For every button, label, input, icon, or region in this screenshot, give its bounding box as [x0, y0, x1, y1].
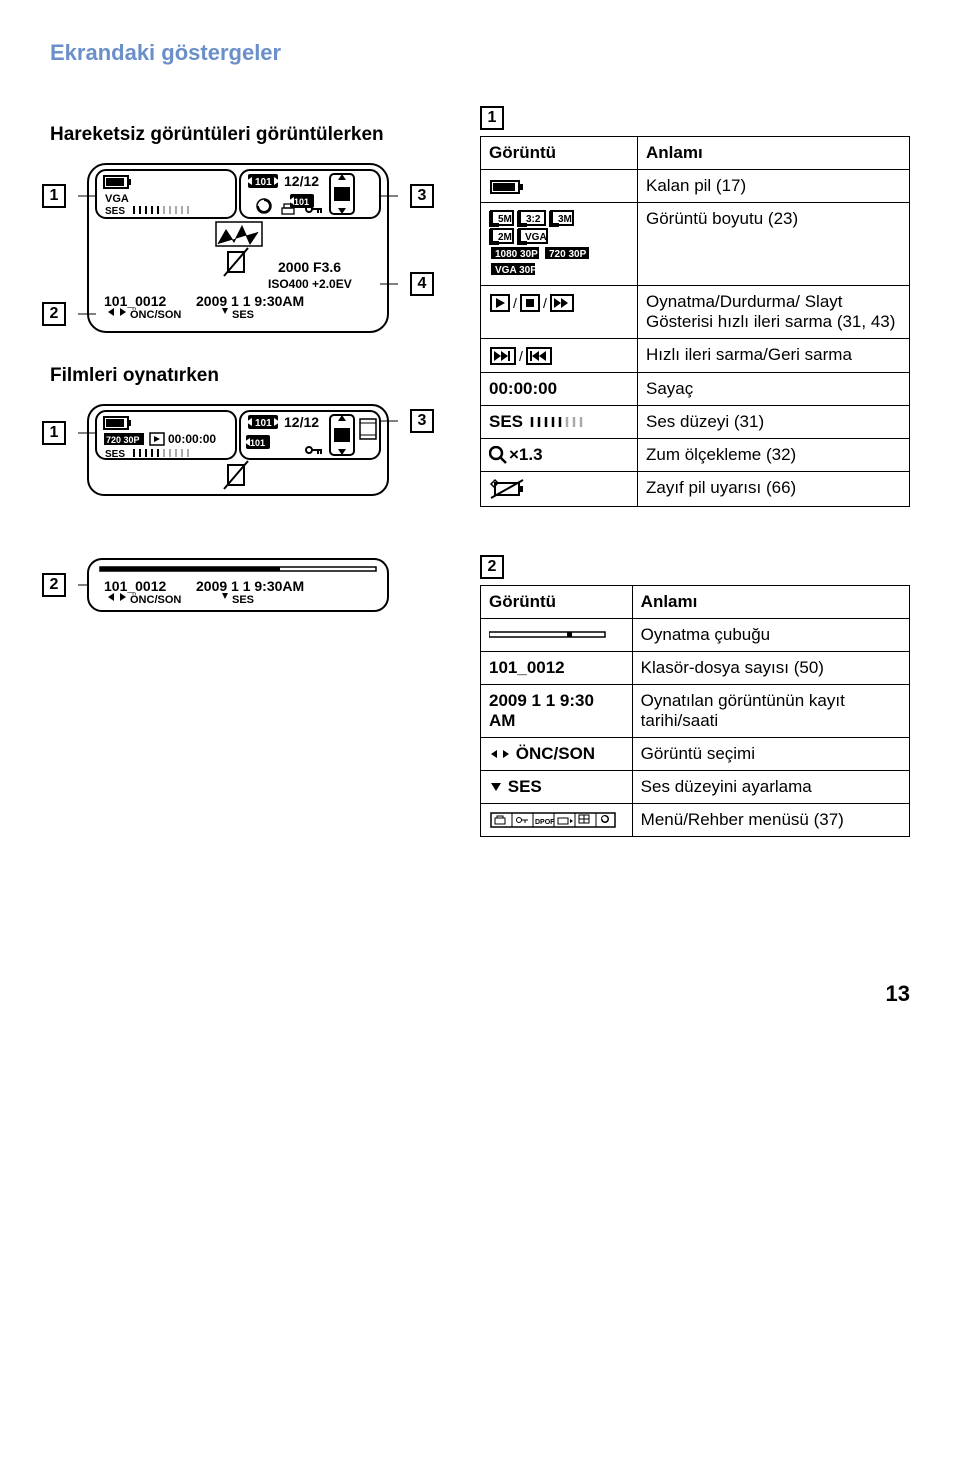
t2-r4-v: Ses düzeyini ayarlama	[632, 770, 909, 803]
t1-r1-icon: 5M 3:2 3M 2M VGA 1080 30P 720 30P VGA 30…	[481, 203, 638, 286]
svg-text:/: /	[543, 295, 547, 311]
svg-text:00:00:00: 00:00:00	[168, 432, 216, 446]
t2-r1-k: 101_0012	[481, 651, 633, 684]
svg-text:720 30P: 720 30P	[549, 249, 587, 260]
t2-h2: Anlamı	[632, 585, 909, 618]
callout-4: 4	[410, 272, 434, 296]
t1-r4-v: Sayaç	[638, 372, 910, 405]
lcd-movie: 1 3 720 30P 00:00:00 SES 101	[78, 401, 398, 501]
t1-r4-k: 00:00:00	[481, 372, 638, 405]
t1-r1-v: Görüntü boyutu (23)	[638, 203, 910, 286]
t1-r3-v: Hızlı ileri sarma/Geri sarma	[638, 339, 910, 373]
svg-text:101: 101	[294, 197, 309, 207]
svg-text:101_0012: 101_0012	[104, 293, 167, 309]
table-2: Görüntü Anlamı Oynatma çubuğu 101_0012 K…	[480, 585, 910, 837]
svg-text:ISO400 +2.0EV: ISO400 +2.0EV	[268, 277, 352, 291]
table2-numbox: 2	[480, 555, 504, 579]
svg-text:SES: SES	[105, 206, 125, 217]
page-number: 13	[50, 981, 910, 1007]
svg-text:1080 30P: 1080 30P	[495, 249, 538, 260]
t1-r6-k: ×1.3	[481, 438, 638, 471]
still-heading: Hareketsiz görüntüleri görüntülerken	[50, 124, 450, 146]
svg-text:12/12: 12/12	[284, 173, 319, 189]
t2-r5-icon: DPOF	[481, 803, 633, 836]
svg-text:101: 101	[250, 438, 265, 448]
svg-text:2009 1 1 9:30AM: 2009 1 1 9:30AM	[196, 578, 304, 594]
svg-text:101_0012: 101_0012	[104, 578, 167, 594]
t2-r2-v: Oynatılan görüntünün kayıt tarihi/saati	[632, 684, 909, 737]
breadcrumb: Ekrandaki göstergeler	[50, 40, 910, 66]
svg-text:3:2: 3:2	[526, 214, 541, 225]
svg-text:/: /	[519, 348, 523, 364]
t2-r0-icon	[481, 618, 633, 651]
t2-r5-v: Menü/Rehber menüsü (37)	[632, 803, 909, 836]
svg-text:2000 F3.6: 2000 F3.6	[278, 259, 341, 275]
svg-text:SES: SES	[232, 594, 254, 606]
svg-text:2009 1 1 9:30AM: 2009 1 1 9:30AM	[196, 293, 304, 309]
svg-text:101: 101	[255, 418, 272, 429]
t2-r3-k: ÖNC/SON	[481, 737, 633, 770]
svg-text:12/12: 12/12	[284, 414, 319, 430]
svg-text:VGA: VGA	[525, 232, 547, 243]
svg-text:ÖNC/SON: ÖNC/SON	[130, 593, 181, 606]
table-1: Görüntü Anlamı Kalan pil (17) 5M 3:2	[480, 136, 910, 507]
t1-r7-v: Zayıf pil uyarısı (66)	[638, 471, 910, 506]
t2-r0-v: Oynatma çubuğu	[632, 618, 909, 651]
svg-text:SES: SES	[232, 309, 254, 321]
svg-text:VGA 30P: VGA 30P	[495, 265, 537, 276]
t2-h1: Görüntü	[481, 585, 633, 618]
t2-r3-v: Görüntü seçimi	[632, 737, 909, 770]
callout-1b: 1	[42, 421, 66, 445]
callout-2b: 2	[42, 573, 66, 597]
lcd-still: 1 2 3 4 VGA SES	[78, 160, 398, 338]
t1-r0-icon	[481, 170, 638, 203]
t1-h2: Anlamı	[638, 137, 910, 170]
callout-3: 3	[410, 184, 434, 208]
svg-text:3M: 3M	[558, 214, 572, 225]
t1-r5-v: Ses düzeyi (31)	[638, 405, 910, 438]
t2-r2-k: 2009 1 1 9:30 AM	[481, 684, 633, 737]
svg-text:VGA: VGA	[105, 193, 129, 205]
t1-r0-v: Kalan pil (17)	[638, 170, 910, 203]
left-column: Hareketsiz görüntüleri görüntülerken 1 2…	[50, 106, 450, 531]
svg-text:ÖNC/SON: ÖNC/SON	[130, 308, 181, 321]
lcd-bottom: 2 101_0012 2009 1 1 9:30AM ÖNC/SON SES	[78, 555, 398, 617]
t1-r5-k: SES	[481, 405, 638, 438]
t1-r2-icon: / /	[481, 286, 638, 339]
svg-text:720 30P: 720 30P	[106, 435, 140, 445]
t1-r6-v: Zum ölçekleme (32)	[638, 438, 910, 471]
t1-r2-v: Oynatma/Durdurma/ Slayt Gösterisi hızlı …	[638, 286, 910, 339]
t1-h1: Görüntü	[481, 137, 638, 170]
movie-heading: Filmleri oynatırken	[50, 365, 450, 387]
svg-text:/: /	[513, 295, 517, 311]
t2-r4-k: SES	[481, 770, 633, 803]
callout-3b: 3	[410, 409, 434, 433]
svg-text:101: 101	[255, 177, 272, 188]
svg-text:5M: 5M	[498, 214, 512, 225]
svg-text:DPOF: DPOF	[535, 819, 555, 826]
svg-text:SES: SES	[105, 449, 125, 460]
table1-numbox: 1	[480, 106, 504, 130]
callout-2: 2	[42, 302, 66, 326]
t1-r7-icon	[481, 471, 638, 506]
callout-1: 1	[42, 184, 66, 208]
t1-r3-icon: /	[481, 339, 638, 373]
svg-text:2M: 2M	[498, 232, 512, 243]
t2-r1-v: Klasör-dosya sayısı (50)	[632, 651, 909, 684]
